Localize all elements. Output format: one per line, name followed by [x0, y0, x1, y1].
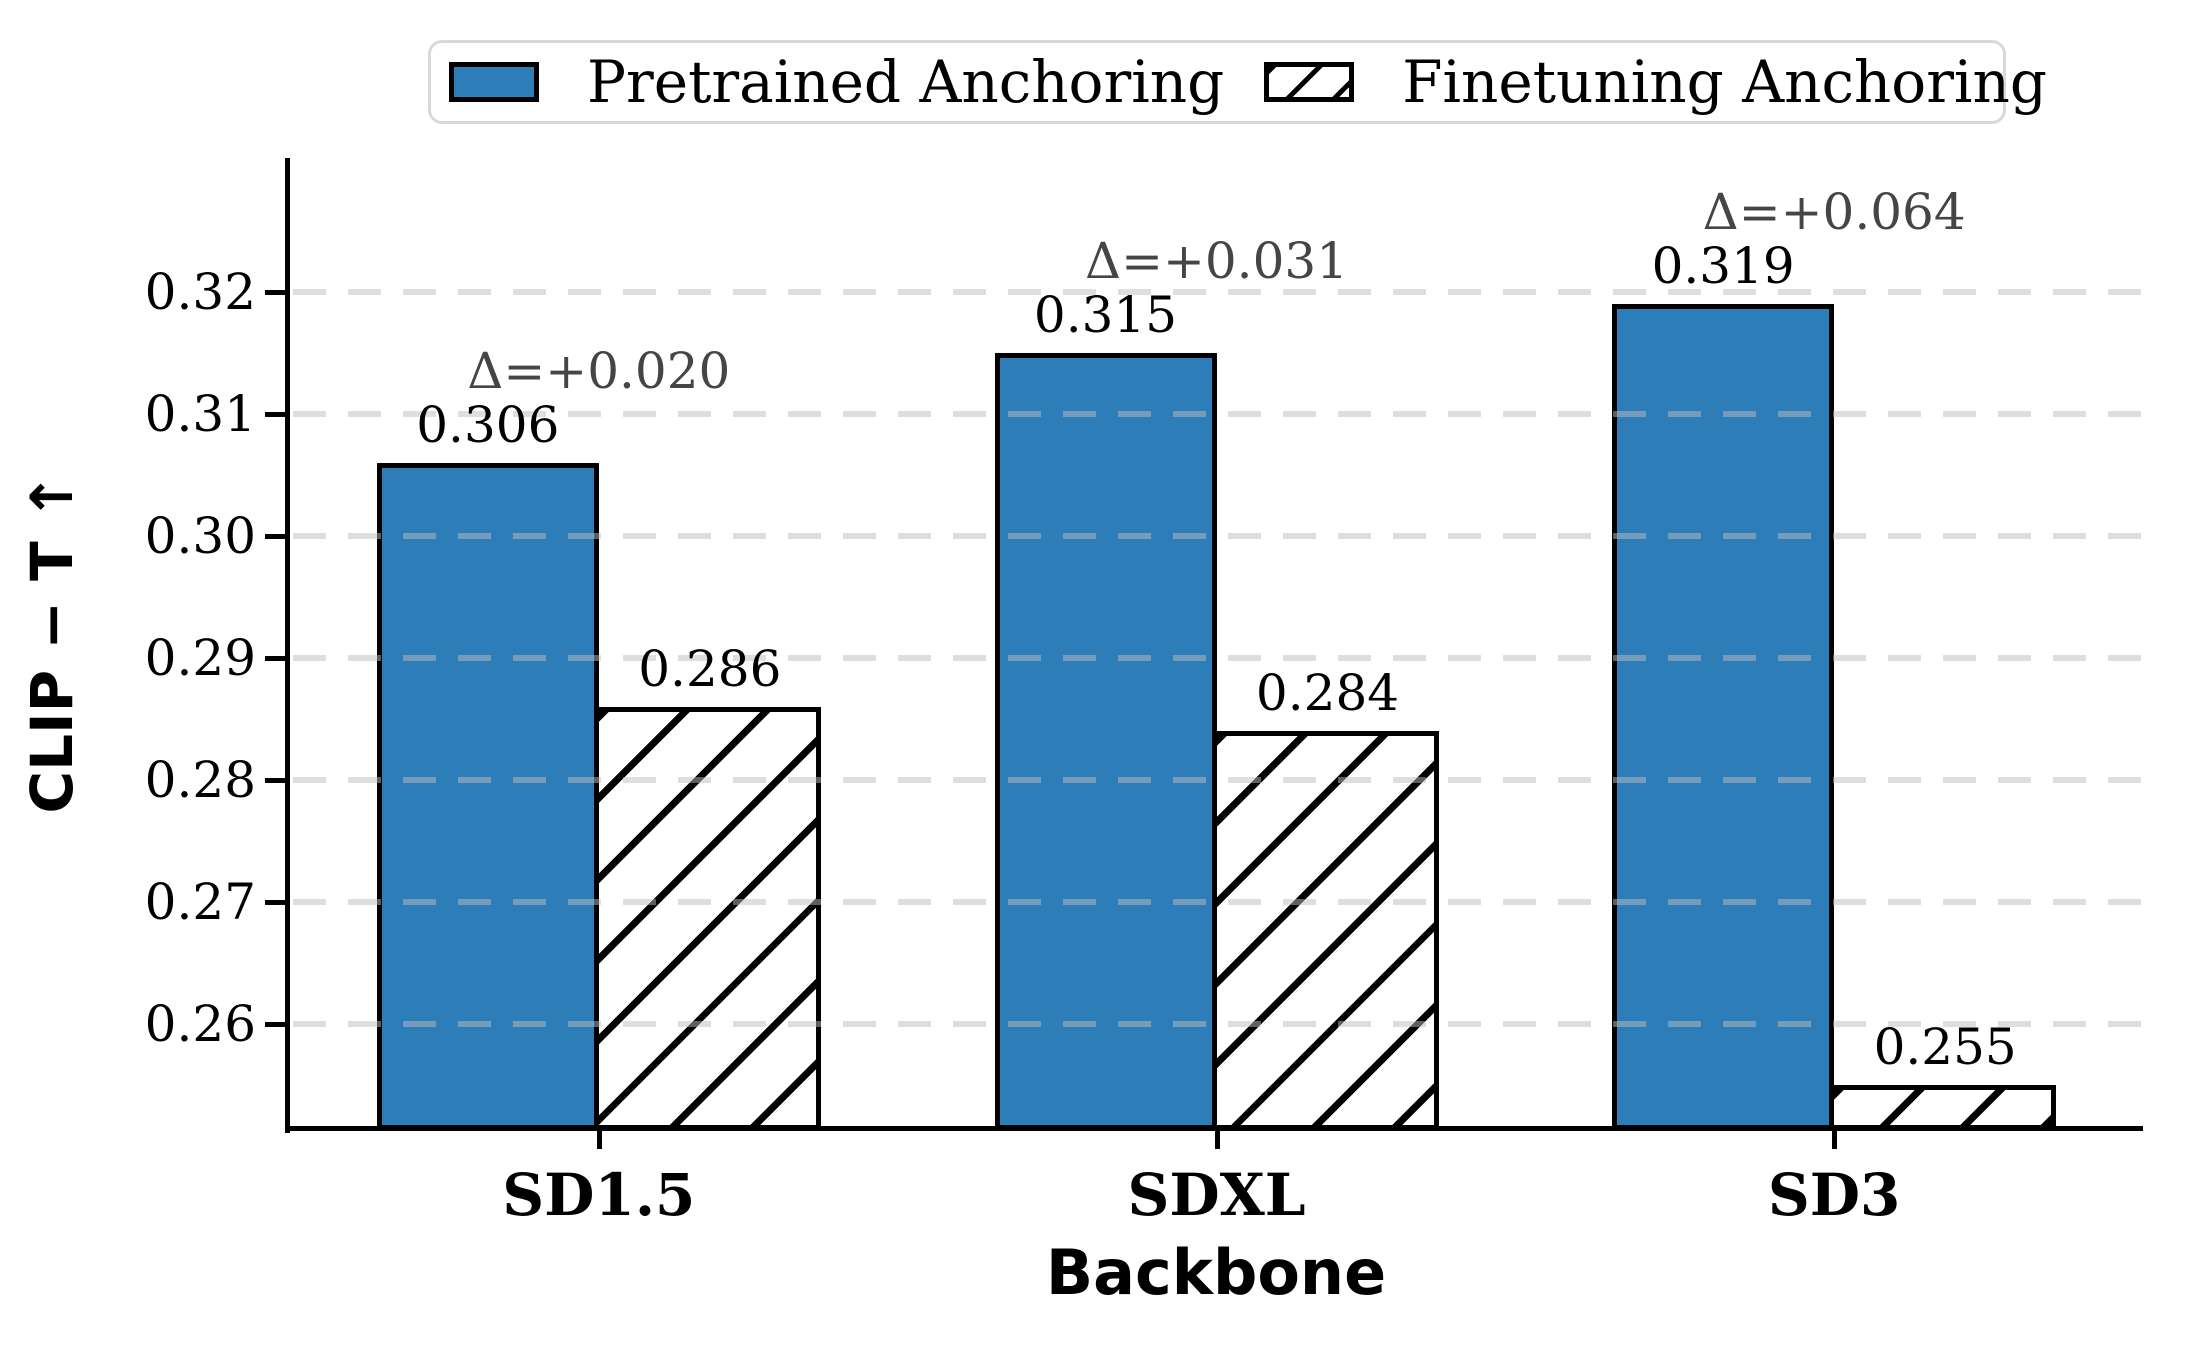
- x-axis-spine: [285, 1126, 2143, 1131]
- bar-finetuning-anchoring-sd1-5: [593, 707, 821, 1130]
- legend-item-pretrained-anchoring: Pretrained Anchoring: [449, 48, 1224, 116]
- bar-finetuning-anchoring-sdxl: [1211, 731, 1439, 1130]
- bar-value-label-finetuning-anchoring-sdxl: 0.284: [1255, 664, 1400, 723]
- x-tick-sd3: [1832, 1131, 1838, 1149]
- y-gridline-0-30: [293, 533, 2146, 540]
- bar-value-label-finetuning-anchoring-sd3: 0.255: [1873, 1018, 2017, 1077]
- y-tick-0-29: [265, 656, 290, 662]
- y-gridline-0-32: [293, 289, 2146, 296]
- x-tick-sdxl: [1214, 1131, 1220, 1149]
- y-tick-0-30: [265, 534, 290, 540]
- y-tick-label-0-30: 0.30: [144, 507, 256, 566]
- bar-value-label-finetuning-anchoring-sd1-5: 0.286: [638, 640, 782, 699]
- y-tick-0-26: [265, 1022, 290, 1028]
- bar-pretrained-anchoring-sd3: [1612, 304, 1835, 1130]
- delta-annotation-sdxl: Δ=+0.031: [1084, 232, 1349, 291]
- y-tick-0-32: [265, 290, 290, 296]
- y-tick-0-28: [265, 778, 290, 784]
- y-tick-label-0-26: 0.26: [144, 995, 256, 1054]
- bar-value-label-pretrained-anchoring-sd3: 0.319: [1651, 237, 1795, 296]
- legend-label: Pretrained Anchoring: [587, 48, 1225, 116]
- y-tick-label-0-32: 0.32: [144, 263, 256, 322]
- x-tick-label-sd3: SD3: [1767, 1161, 1901, 1229]
- y-tick-label-0-27: 0.27: [144, 873, 256, 932]
- y-gridline-0-28: [293, 777, 2146, 784]
- x-tick-label-sd1-5: SD1.5: [502, 1161, 696, 1229]
- bar-finetuning-anchoring-sd3: [1829, 1085, 2057, 1130]
- delta-annotation-sd3: Δ=+0.064: [1702, 183, 1966, 242]
- delta-annotation-sd1-5: Δ=+0.020: [467, 342, 731, 401]
- y-gridline-0-26: [293, 1021, 2146, 1028]
- bar-pretrained-anchoring-sd1-5: [376, 463, 599, 1130]
- legend-item-finetuning-anchoring: Finetuning Anchoring: [1264, 48, 2047, 116]
- legend-label: Finetuning Anchoring: [1402, 48, 2047, 116]
- y-tick-label-0-31: 0.31: [144, 385, 256, 444]
- legend: Pretrained Anchoring Finetuning Anchorin…: [428, 40, 2047, 124]
- bar-value-label-pretrained-anchoring-sdxl: 0.315: [1033, 286, 1178, 345]
- legend-swatch-hatched: [1264, 62, 1355, 102]
- x-tick-label-sdxl: SDXL: [1127, 1161, 1306, 1229]
- bar-value-label-pretrained-anchoring-sd1-5: 0.306: [416, 396, 560, 455]
- y-gridline-0-31: [293, 411, 2146, 418]
- bar-pretrained-anchoring-sdxl: [994, 353, 1217, 1130]
- x-tick-sd1-5: [596, 1131, 602, 1149]
- y-gridline-0-27: [293, 899, 2146, 906]
- y-tick-label-0-29: 0.29: [144, 629, 256, 688]
- legend-swatch-solid-blue: [449, 62, 539, 102]
- y-gridline-0-29: [293, 655, 2146, 662]
- y-tick-0-31: [265, 412, 290, 418]
- y-tick-0-27: [265, 900, 290, 906]
- y-axis-spine: [285, 158, 290, 1133]
- y-tick-label-0-28: 0.28: [144, 751, 256, 810]
- x-axis-label: Backbone: [1045, 1236, 1387, 1309]
